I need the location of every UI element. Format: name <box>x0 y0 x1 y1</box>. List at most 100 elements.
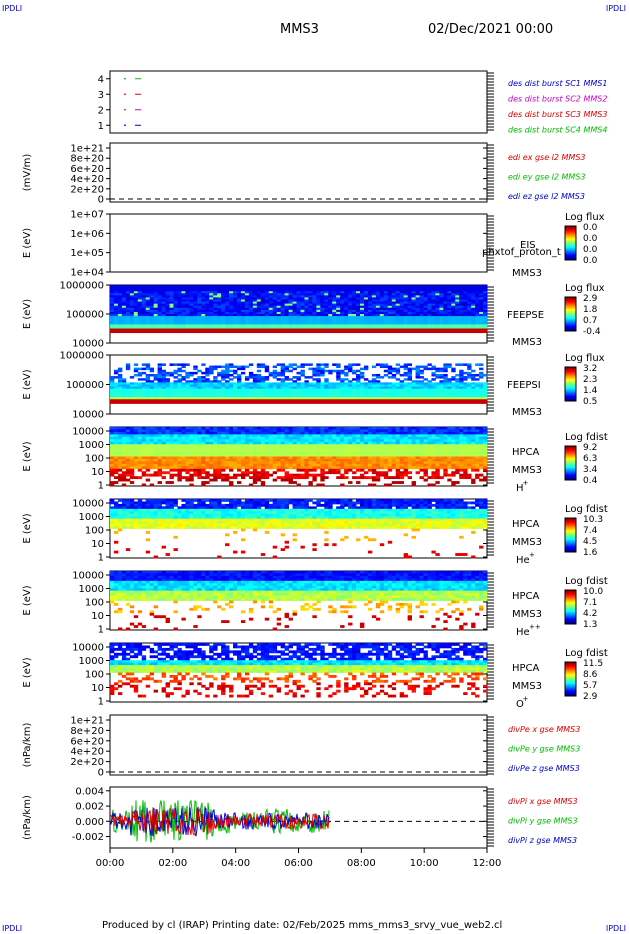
heatmap-cell <box>431 291 436 294</box>
heatmap-cell <box>379 303 385 307</box>
heatmap-cell <box>213 397 218 400</box>
heatmap-cell <box>439 392 444 396</box>
heatmap-cell <box>133 309 139 313</box>
heatmap-cell <box>236 382 242 385</box>
heatmap-cell <box>316 373 321 377</box>
heatmap-cell <box>463 293 468 296</box>
heatmap-cell <box>435 311 440 315</box>
heatmap-cell <box>360 382 365 385</box>
heatmap-cell <box>225 305 230 309</box>
heatmap-cell <box>209 427 214 430</box>
heatmap-cell <box>260 444 266 448</box>
heatmap-cell <box>209 458 214 462</box>
heatmap-cell <box>173 293 178 296</box>
heatmap-cell <box>197 320 202 323</box>
heatmap-cell <box>332 390 337 394</box>
heatmap-cell <box>217 429 222 433</box>
heatmap-cell <box>288 287 293 290</box>
heatmap-cell <box>407 303 412 307</box>
heatmap-cell <box>399 395 405 398</box>
heatmap-cell <box>383 307 389 311</box>
heatmap-cell <box>252 380 258 383</box>
heatmap-cell <box>129 449 135 452</box>
heatmap-cell <box>153 386 159 390</box>
heatmap-cell <box>296 468 301 472</box>
heatmap-cell <box>264 456 270 460</box>
colorbar-step <box>565 250 576 252</box>
heatmap-cell <box>336 299 341 302</box>
heatmap-cell <box>197 299 202 302</box>
heatmap-cell <box>181 295 186 298</box>
heatmap-cell <box>181 397 186 400</box>
heatmap-cell <box>145 458 151 462</box>
heatmap-cell <box>264 473 270 477</box>
heatmap-cell <box>173 399 178 402</box>
heatmap-cell <box>157 449 162 452</box>
heatmap-cell <box>427 380 432 383</box>
heatmap-cell <box>379 297 385 300</box>
heatmap-cell <box>221 388 226 392</box>
heatmap-cell <box>177 320 182 323</box>
heatmap-cell <box>117 429 123 433</box>
heatmap-cell <box>161 449 166 452</box>
heatmap-cell <box>110 388 115 392</box>
heatmap-cell <box>276 439 282 443</box>
heatmap-cell <box>443 320 448 323</box>
heatmap-cell <box>367 299 373 302</box>
colorbar <box>565 297 576 332</box>
heatmap-cell <box>383 285 389 288</box>
heatmap-cell <box>161 305 166 309</box>
heatmap-cell <box>137 295 143 298</box>
heatmap-cell <box>471 395 476 398</box>
heatmap-cell <box>367 328 373 331</box>
heatmap-cell <box>229 328 234 331</box>
heatmap-cell <box>137 444 143 448</box>
heatmap-cell <box>225 449 230 452</box>
heatmap-cell <box>407 311 412 315</box>
heatmap-cell <box>256 454 262 457</box>
heatmap-cell <box>233 388 238 392</box>
heatmap-cell <box>363 386 369 390</box>
heatmap-cell <box>260 431 266 435</box>
heatmap-cell <box>379 326 385 329</box>
heatmap-cell <box>145 382 151 385</box>
heatmap-cell <box>363 301 369 305</box>
heatmap-cell <box>185 461 190 465</box>
heatmap-cell <box>371 314 377 317</box>
heatmap-cell <box>479 299 484 302</box>
heatmap-cell <box>153 328 159 331</box>
heatmap-cell <box>316 363 321 366</box>
heatmap-cell <box>189 386 194 390</box>
heatmap-cell <box>236 330 242 334</box>
heatmap-cell <box>395 369 401 373</box>
heatmap-cell <box>165 324 170 327</box>
heatmap-cell <box>129 397 135 400</box>
heatmap-cell <box>141 318 147 321</box>
heatmap-cell <box>145 378 151 381</box>
heatmap-cell <box>371 365 377 369</box>
heatmap-cell <box>221 378 226 381</box>
heatmap-cell <box>451 291 456 294</box>
heatmap-cell <box>463 378 468 381</box>
heatmap-cell <box>483 314 488 317</box>
heatmap-cell <box>419 395 424 398</box>
heatmap-cell <box>300 287 305 290</box>
heatmap-cell <box>360 289 365 292</box>
heatmap-cell <box>324 307 329 311</box>
heatmap-cell <box>479 382 484 385</box>
heatmap-cell <box>363 287 369 290</box>
heatmap-cell <box>233 293 238 296</box>
heatmap-cell <box>419 299 424 302</box>
heatmap-cell <box>137 436 143 440</box>
heatmap-cell <box>248 297 254 300</box>
heatmap-cell <box>300 316 305 319</box>
heatmap-cell <box>209 299 214 302</box>
heatmap-cell <box>137 309 143 313</box>
heatmap-cell <box>276 461 282 465</box>
heatmap-cell <box>352 309 357 313</box>
heatmap-cell <box>213 326 218 329</box>
heatmap-cell <box>348 295 353 298</box>
heatmap-cell <box>193 444 198 448</box>
heatmap-cell <box>316 299 321 302</box>
heatmap-cell <box>344 365 349 369</box>
